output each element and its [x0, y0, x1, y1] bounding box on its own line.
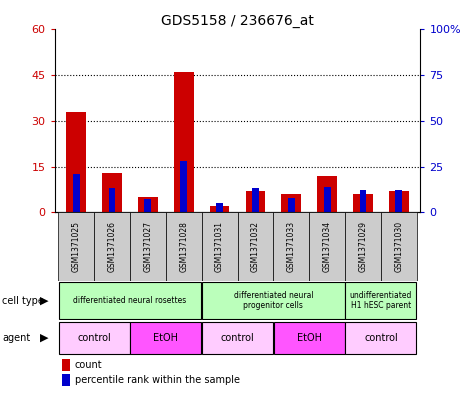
- Bar: [202, 212, 238, 281]
- Text: GSM1371033: GSM1371033: [287, 221, 296, 272]
- Bar: [309, 212, 345, 281]
- Bar: [73, 174, 80, 212]
- Text: GSM1371025: GSM1371025: [72, 221, 81, 272]
- Text: control: control: [220, 333, 255, 343]
- Bar: [345, 322, 417, 354]
- Text: GSM1371032: GSM1371032: [251, 221, 260, 272]
- Bar: [130, 212, 166, 281]
- Bar: [58, 282, 201, 319]
- Text: control: control: [77, 333, 111, 343]
- Text: EtOH: EtOH: [153, 333, 178, 343]
- Text: differentiated neural rosettes: differentiated neural rosettes: [73, 296, 187, 305]
- Bar: [273, 212, 309, 281]
- Text: control: control: [364, 333, 398, 343]
- Bar: [246, 191, 266, 212]
- Text: cell type: cell type: [2, 296, 44, 306]
- Bar: [317, 176, 337, 212]
- Text: GSM1371031: GSM1371031: [215, 221, 224, 272]
- Bar: [216, 203, 223, 212]
- Bar: [166, 212, 202, 281]
- Bar: [281, 194, 301, 212]
- Bar: [323, 187, 331, 212]
- Text: ▶: ▶: [40, 333, 49, 343]
- Text: GSM1371028: GSM1371028: [179, 221, 188, 272]
- Bar: [209, 206, 229, 212]
- Bar: [389, 191, 408, 212]
- Bar: [58, 212, 94, 281]
- Text: EtOH: EtOH: [297, 333, 322, 343]
- Bar: [345, 282, 417, 319]
- Text: undifferentiated
H1 hESC parent: undifferentiated H1 hESC parent: [350, 291, 412, 310]
- Bar: [62, 359, 70, 371]
- Bar: [202, 282, 345, 319]
- Title: GDS5158 / 236676_at: GDS5158 / 236676_at: [161, 15, 314, 28]
- Text: count: count: [75, 360, 103, 370]
- Bar: [58, 322, 130, 354]
- Bar: [395, 190, 402, 212]
- Text: percentile rank within the sample: percentile rank within the sample: [75, 375, 240, 385]
- Bar: [238, 212, 273, 281]
- Bar: [138, 197, 158, 212]
- Bar: [202, 322, 273, 354]
- Bar: [360, 190, 366, 212]
- Bar: [144, 199, 152, 212]
- Text: ▶: ▶: [40, 296, 49, 306]
- Bar: [381, 212, 417, 281]
- Bar: [102, 173, 122, 212]
- Text: GSM1371026: GSM1371026: [107, 221, 116, 272]
- Text: agent: agent: [2, 333, 30, 343]
- Bar: [345, 212, 381, 281]
- Bar: [130, 322, 201, 354]
- Text: GSM1371029: GSM1371029: [359, 221, 368, 272]
- Text: GSM1371030: GSM1371030: [394, 221, 403, 272]
- Bar: [353, 194, 373, 212]
- Bar: [288, 198, 295, 212]
- Text: GSM1371034: GSM1371034: [323, 221, 332, 272]
- Bar: [274, 322, 345, 354]
- Bar: [109, 189, 115, 212]
- Bar: [66, 112, 86, 212]
- Text: differentiated neural
progenitor cells: differentiated neural progenitor cells: [234, 291, 313, 310]
- Bar: [94, 212, 130, 281]
- Bar: [174, 72, 194, 212]
- Bar: [180, 161, 187, 212]
- Bar: [62, 374, 70, 386]
- Bar: [252, 189, 259, 212]
- Text: GSM1371027: GSM1371027: [143, 221, 152, 272]
